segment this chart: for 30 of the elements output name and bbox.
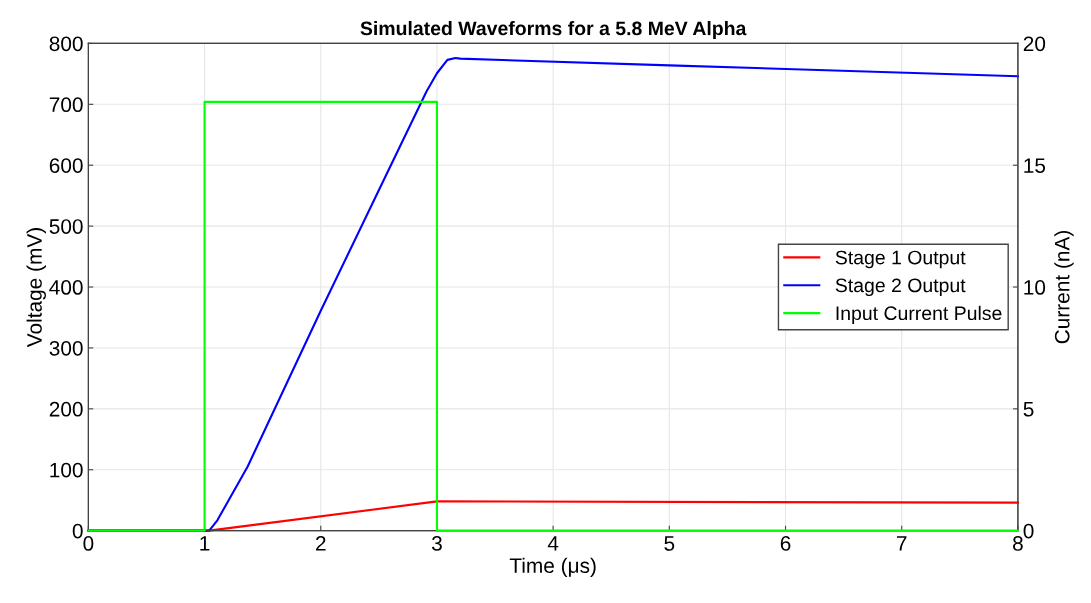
- x-axis-title: Time (μs): [509, 557, 596, 578]
- legend-label: Stage 2 Output: [835, 278, 966, 297]
- x-tick-label: 8: [1013, 536, 1023, 551]
- x-tick-label: 3: [431, 536, 442, 551]
- y2-tick-label: 15: [1024, 158, 1046, 173]
- x-tick-label: 1: [200, 536, 210, 551]
- y2-tick-label: 10: [1024, 280, 1046, 295]
- legend-label: Input Current Pulse: [836, 305, 1002, 324]
- chart-title: Simulated Waveforms for a 5.8 MeV Alpha: [360, 20, 747, 40]
- y2-axis-title: Current (nA): [1054, 231, 1074, 344]
- x-tick-label: 6: [780, 536, 791, 551]
- y-tick-label: 300: [49, 340, 83, 356]
- x-tick-label: 5: [664, 536, 675, 551]
- y-tick-label: 500: [49, 219, 83, 234]
- x-tick-label: 2: [316, 536, 326, 551]
- y2-tick-label: 0: [1023, 523, 1034, 539]
- y-tick-label: 100: [50, 462, 83, 478]
- y-tick-label: 0: [72, 523, 83, 539]
- y-tick-label: 800: [49, 36, 83, 52]
- legend-label: Stage 1 Output: [835, 250, 966, 269]
- y-axis-title: Voltage (mV): [26, 228, 46, 348]
- y-tick-label: 200: [49, 401, 83, 417]
- y-tick-label: 700: [49, 97, 83, 113]
- y2-tick-label: 20: [1023, 36, 1046, 52]
- y-tick-label: 600: [49, 158, 83, 173]
- x-tick-label: 0: [83, 536, 94, 551]
- x-tick-label: 7: [896, 536, 907, 551]
- y-tick-label: 400: [49, 280, 83, 295]
- y2-tick-label: 5: [1023, 402, 1034, 417]
- x-tick-label: 4: [547, 536, 559, 551]
